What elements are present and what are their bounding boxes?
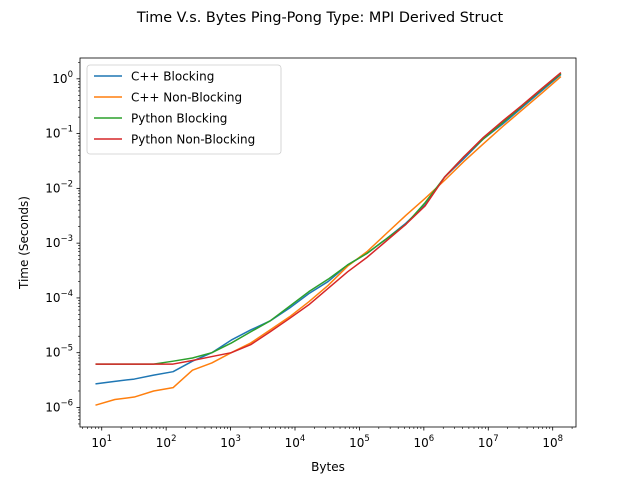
y-tick-label: 10−3 xyxy=(45,234,73,250)
legend: C++ Blocking C++ Non-Blocking Python Block… xyxy=(86,64,282,155)
chart-title: Time V.s. Bytes Ping-Pong Type: MPI Deri… xyxy=(136,10,504,26)
plot-area-frame xyxy=(79,57,577,428)
y-tick-label: 10−5 xyxy=(45,344,73,360)
x-tick-label: 101 xyxy=(91,434,112,450)
y-axis: 10−6 10−5 10−4 10−3 10−2 10−1 100 xyxy=(45,62,80,425)
x-tick-label: 108 xyxy=(542,434,563,450)
x-tick-label: 104 xyxy=(285,434,306,450)
legend-box xyxy=(86,64,282,155)
x-tick-label: 105 xyxy=(349,434,370,450)
legend-label: C++ Non-Blocking xyxy=(131,91,242,105)
series-line-1 xyxy=(95,75,562,406)
x-tick-label: 107 xyxy=(478,434,499,450)
x-axis-label: Bytes xyxy=(311,460,345,474)
y-tick-label: 10−4 xyxy=(45,289,73,305)
x-tick-label: 103 xyxy=(220,434,241,450)
legend-label: C++ Blocking xyxy=(131,70,214,84)
y-axis-label: Time (Seconds) xyxy=(17,196,31,290)
series-layer xyxy=(95,72,562,406)
y-tick-label: 10−2 xyxy=(45,179,73,195)
x-tick-label: 106 xyxy=(413,434,434,450)
y-tick-label: 100 xyxy=(52,70,73,86)
y-tick-label: 10−1 xyxy=(45,125,73,141)
legend-label: Python Blocking xyxy=(131,112,227,126)
x-tick-label: 102 xyxy=(156,434,177,450)
legend-label: Python Non-Blocking xyxy=(131,133,255,147)
x-axis: 101 102 103 104 105 106 107 108 xyxy=(82,427,573,450)
series-line-2 xyxy=(95,72,562,365)
y-tick-label: 10−6 xyxy=(45,398,73,414)
series-line-3 xyxy=(95,72,562,365)
